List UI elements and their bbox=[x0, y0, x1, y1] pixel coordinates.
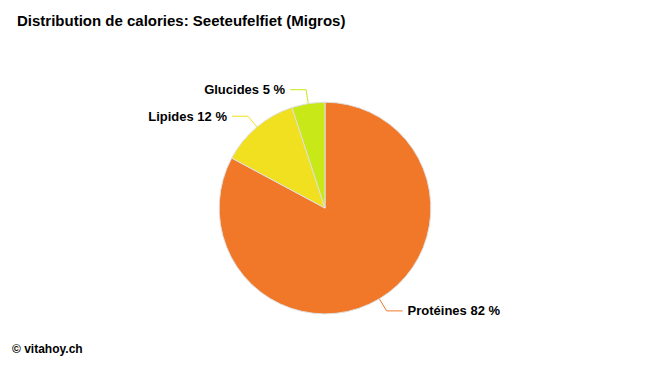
svg-text:Distribution de calories: Seet: Distribution de calories: Seeteufelfiet … bbox=[17, 12, 345, 29]
svg-text:Lipides 12 %: Lipides 12 % bbox=[148, 109, 227, 124]
svg-text:Protéines 82 %: Protéines 82 % bbox=[408, 303, 501, 318]
svg-text:Glucides 5 %: Glucides 5 % bbox=[204, 82, 285, 97]
svg-text:© vitahoy.ch: © vitahoy.ch bbox=[12, 342, 83, 356]
